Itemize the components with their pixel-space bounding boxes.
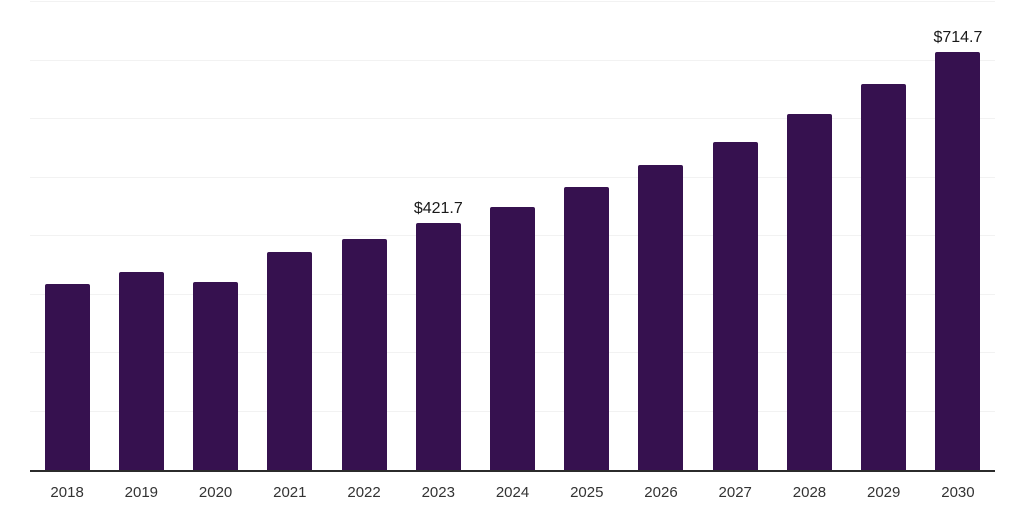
x-axis-tick-labels: 2018 2019 2020 2021 2022 2023 2024 2025 2026 2027…	[30, 484, 995, 502]
x-tick-2020: 2020	[198, 484, 233, 501]
x-tick-2018: 2018	[50, 484, 84, 501]
bar-slot-2030: $714.7	[921, 2, 995, 470]
x-tick-2027: 2027	[718, 484, 752, 501]
bar-2029	[861, 84, 907, 470]
x-tick-2024: 2024	[495, 484, 530, 501]
x-axis-line	[30, 470, 995, 472]
x-tick-2025: 2025	[570, 484, 604, 501]
bar-slot-2020	[178, 2, 252, 470]
bar-slot-2029	[847, 2, 921, 470]
bar-2022	[341, 238, 387, 470]
bar-2028	[786, 114, 832, 470]
plot-area: $421.7 $714.7	[30, 1, 995, 470]
gridline-600	[30, 118, 995, 119]
bar-slot-2021	[253, 2, 327, 470]
x-tick-2021: 2021	[273, 484, 307, 501]
x-tick-2023: 2023	[421, 484, 455, 501]
x-tick-2029: 2029	[867, 484, 901, 501]
bar-slot-2018	[30, 2, 104, 470]
x-tick-2028: 2028	[792, 484, 827, 501]
bar-2018	[44, 284, 90, 470]
bar-2025	[564, 186, 610, 470]
bar-slot-2023: $421.7	[401, 2, 475, 470]
bar-2026	[638, 164, 684, 470]
data-label-2023: $421.7	[413, 200, 463, 218]
bar-2020	[193, 281, 239, 470]
bar-2023	[415, 223, 461, 470]
bar-slot-2022	[327, 2, 401, 470]
x-tick-2022: 2022	[347, 484, 381, 501]
bar-slot-2024	[475, 2, 549, 470]
x-tick-2019: 2019	[124, 484, 159, 501]
bar-2024	[490, 206, 536, 470]
x-tick-2030: 2030	[941, 484, 975, 501]
bar-slot-2028	[772, 2, 846, 470]
x-tick-2026: 2026	[644, 484, 678, 501]
bar-2027	[712, 142, 758, 470]
bar-slot-2019	[104, 2, 178, 470]
data-label-2030: $714.7	[933, 28, 983, 46]
bar-slot-2026	[624, 2, 698, 470]
bar-2030	[935, 51, 981, 470]
bars-container: $421.7 $714.7	[30, 2, 995, 470]
gridline-700	[30, 59, 995, 61]
bar-slot-2027	[698, 2, 772, 470]
bar-2019	[118, 272, 164, 470]
bar-2021	[267, 251, 313, 470]
gridline-800	[30, 1, 995, 2]
bar-slot-2025	[550, 2, 624, 470]
gridline-500	[30, 176, 995, 178]
